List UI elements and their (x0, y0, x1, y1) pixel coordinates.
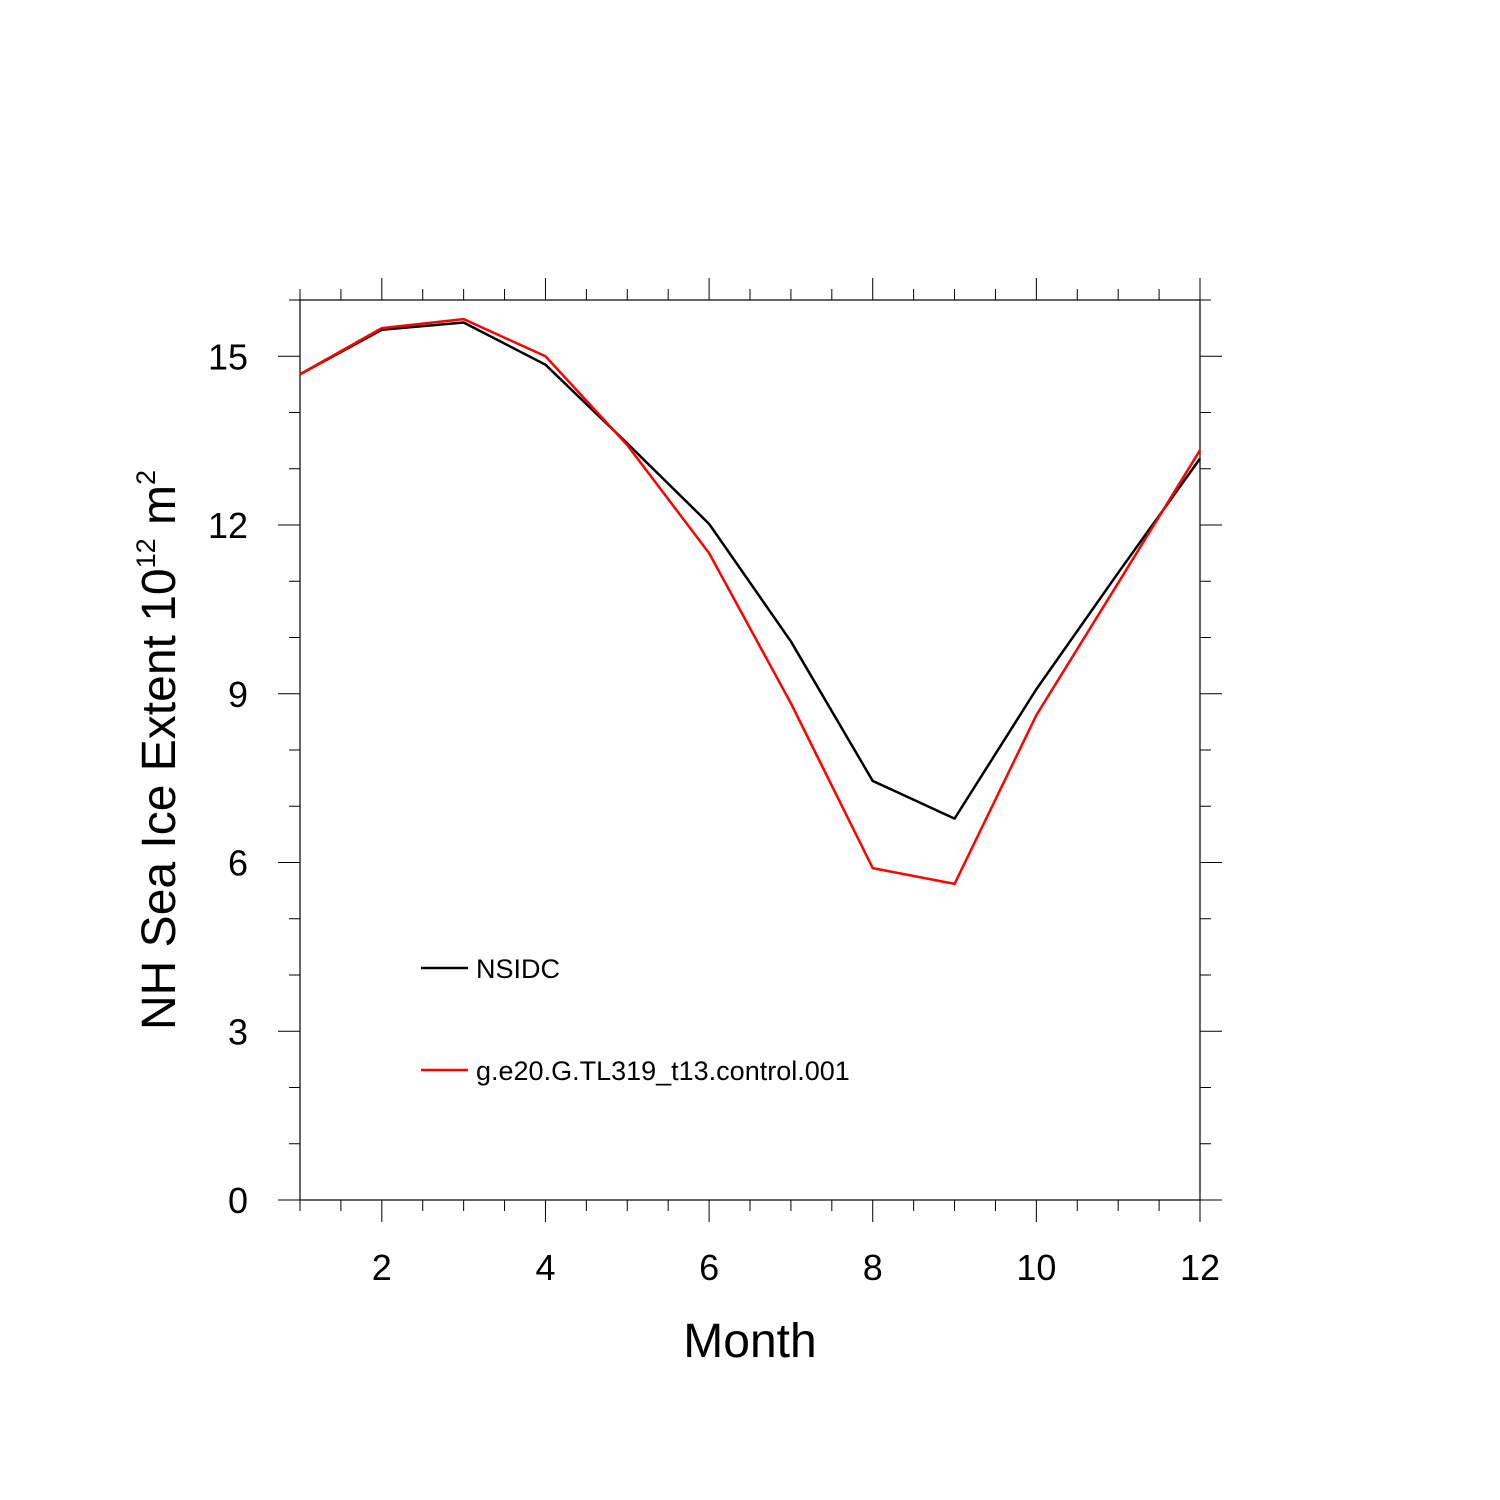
axis-ticks (278, 278, 1222, 1222)
y-tick-label: 9 (228, 674, 248, 715)
x-tick-label: 8 (863, 1247, 883, 1288)
legend: NSIDC g.e20.G.TL319_t13.control.001 (421, 954, 850, 1086)
y-axis-title-exponent: 12 (131, 538, 161, 568)
plot-frame (299, 299, 1201, 1201)
series-line-control (299, 317, 1202, 886)
y-tick-label: 3 (228, 1011, 248, 1052)
y-tick-label: 0 (228, 1180, 248, 1221)
x-tick-label: 12 (1180, 1247, 1220, 1288)
x-axis-title: Month (683, 1315, 816, 1368)
y-axis-title-unit: m (133, 485, 186, 538)
tick-labels: 2 4 6 8 10 12 0 3 6 9 12 15 (208, 336, 1220, 1288)
x-tick-label: 10 (1016, 1247, 1056, 1288)
y-tick-label: 12 (208, 505, 248, 546)
legend-label-control: g.e20.G.TL319_t13.control.001 (476, 1056, 850, 1086)
x-tick-label: 6 (699, 1247, 719, 1288)
legend-label-nsidc: NSIDC (476, 954, 560, 984)
y-tick-label: 15 (208, 336, 248, 377)
x-tick-label: 4 (535, 1247, 555, 1288)
x-tick-label: 2 (372, 1247, 392, 1288)
y-tick-label: 6 (228, 843, 248, 884)
series-line-nsidc (299, 321, 1202, 820)
y-axis-title-unit-exponent: 2 (131, 470, 161, 485)
series-lines (299, 317, 1202, 886)
y-axis-title-main: NH Sea Ice Extent 10 (133, 568, 186, 1030)
y-axis-title: NH Sea Ice Extent 1012 m2 (131, 470, 186, 1030)
